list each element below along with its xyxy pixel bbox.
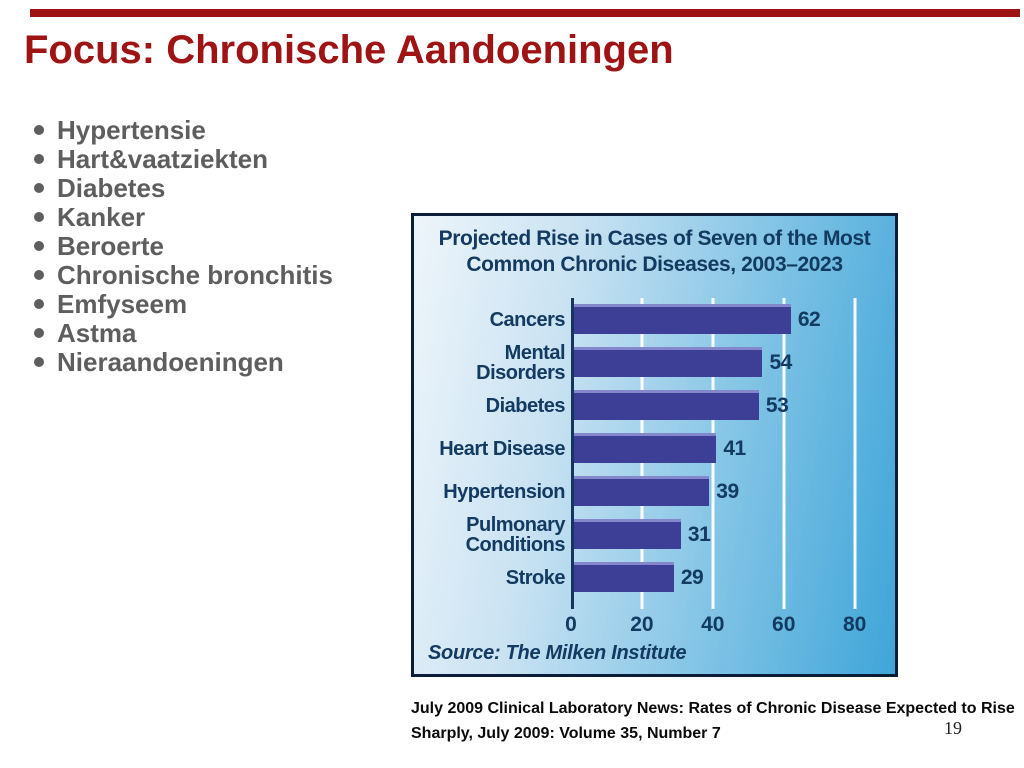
chart-x-tick: 40 (701, 613, 725, 636)
chart-bar-value: 31 (687, 523, 711, 546)
bullet-dot-icon (34, 212, 44, 222)
bullet-label: Astma (57, 318, 137, 348)
bullet-item: Nieraandoeningen (34, 348, 333, 377)
bullet-item: Diabetes (34, 174, 333, 203)
bullet-dot-icon (34, 270, 44, 280)
chart-plot: Cancers Mental Disorders Diabetes Heart Dis… (418, 298, 883, 609)
bullet-dot-icon (34, 299, 44, 309)
caption-line-2: Sharply, July 2009: Volume 35, Number 7 (411, 725, 721, 742)
chart-bar (574, 432, 717, 463)
bullet-list: Hypertensie Hart&vaatziekten Diabetes Kanke… (34, 116, 333, 377)
bullet-label: Emfyseem (57, 289, 188, 319)
chart-category-labels: Cancers Mental Disorders Diabetes Heart Dis… (418, 298, 571, 609)
bullet-label: Diabetes (57, 173, 166, 203)
chart-bar (574, 389, 759, 420)
chart-panel: Projected Rise in Cases of Seven of the … (411, 213, 898, 677)
bullet-item: Hart&vaatziekten (34, 145, 333, 174)
chart-gridline (782, 298, 786, 609)
chart-bar (574, 303, 791, 334)
chart-row-label: Diabetes (485, 394, 566, 417)
chart-title: Projected Rise in Cases of Seven of the … (414, 216, 895, 278)
bullet-item: Chronische bronchitis (34, 261, 333, 290)
bullet-dot-icon (34, 183, 44, 193)
chart-row-label: Mental Disorders (476, 341, 565, 384)
chart-bar-value: 39 (716, 480, 739, 503)
chart-title-line-1: Projected Rise in Cases of Seven of the … (438, 227, 871, 250)
chart-x-tick: 80 (842, 613, 867, 636)
chart-x-tick: 0 (565, 613, 577, 636)
chart-row-label: Stroke (505, 566, 566, 589)
bullet-label: Hypertensie (57, 115, 206, 145)
bullet-label: Hart&vaatziekten (57, 144, 268, 174)
chart-row-label: Heart Disease (439, 437, 565, 460)
bullet-label: Chronische bronchitis (57, 260, 333, 290)
chart-bar-value: 54 (769, 351, 792, 374)
caption-line-1: July 2009 Clinical Laboratory News: Rate… (411, 700, 1015, 717)
chart-bar (574, 346, 763, 377)
chart-bar-value: 53 (765, 394, 789, 417)
chart-row-label: Cancers (489, 308, 566, 331)
chart-x-tick: 60 (772, 613, 796, 636)
bullet-dot-icon (34, 241, 44, 251)
chart-x-tick: 20 (630, 613, 654, 636)
chart-bar (574, 518, 681, 549)
bullet-dot-icon (34, 328, 44, 338)
bullet-item: Emfyseem (34, 290, 333, 319)
bullet-dot-icon (34, 125, 44, 135)
slide-caption: July 2009 Clinical Laboratory News: Rate… (411, 696, 1017, 746)
chart-row-label: Pulmonary Conditions (465, 513, 566, 556)
chart-row-label: Hypertension (443, 480, 565, 503)
bullet-label: Beroerte (57, 231, 164, 261)
chart-x-axis-ticks: 0 20 40 60 80 (565, 613, 883, 639)
chart-bar (574, 475, 710, 506)
bullet-item: Astma (34, 319, 333, 348)
chart-title-line-2: Common Chronic Diseases, 2003–2023 (466, 253, 843, 276)
chart-source: Source: The Milken Institute (428, 642, 687, 664)
bullet-dot-icon (34, 357, 44, 367)
bullet-label: Kanker (57, 202, 146, 232)
bullet-item: Beroerte (34, 232, 333, 261)
bullet-item: Kanker (34, 203, 333, 232)
chart-bar-value: 29 (680, 566, 704, 589)
chart-gridline (853, 298, 857, 609)
chart-bar-field: 62 54 53 41 39 31 29 (571, 298, 883, 609)
chart-bar-value: 41 (723, 437, 746, 460)
bullet-dot-icon (34, 154, 44, 164)
page-title: Focus: Chronische Aandoeningen (24, 28, 674, 72)
page-number: 19 (944, 718, 962, 738)
chart-y-axis-line (571, 298, 574, 609)
chart-bar-value: 62 (797, 308, 821, 331)
top-accent-bar (30, 9, 1020, 17)
bullet-label: Nieraandoeningen (57, 347, 284, 377)
bullet-item: Hypertensie (34, 116, 333, 145)
chart-bar (574, 561, 674, 592)
